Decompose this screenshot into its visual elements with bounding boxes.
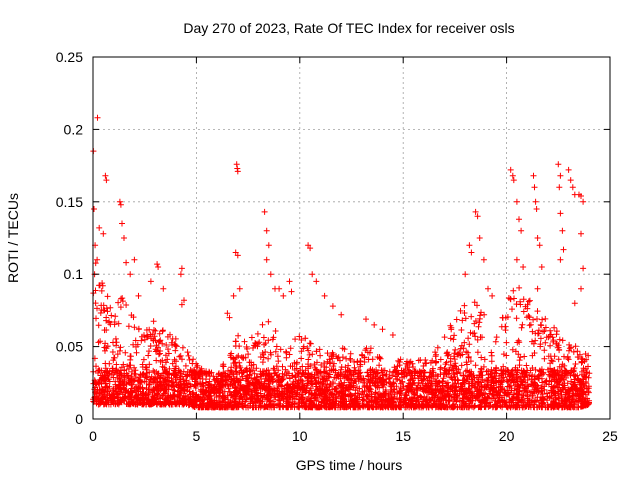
axis-ticks: 0 5 10 15 20 25 0 0.05 0.1 0.15 0.2 0.25 [56, 49, 618, 444]
y-tick-label: 0.15 [56, 194, 83, 210]
x-axis-label: GPS time / hours [296, 457, 403, 473]
y-axis-label: ROTI / TECUs [5, 193, 21, 283]
x-tick-label: 25 [602, 428, 618, 444]
y-tick-label: 0 [75, 411, 83, 427]
y-tick-label: 0.05 [56, 339, 83, 355]
data-points [90, 114, 593, 411]
roti-point-markers [90, 114, 593, 411]
chart-title: Day 270 of 2023, Rate Of TEC Index for r… [183, 20, 514, 36]
y-tick-label: 0.2 [64, 121, 84, 137]
y-tick-label: 0.1 [64, 266, 84, 282]
plot-frame [92, 56, 611, 420]
x-tick-label: 20 [499, 428, 515, 444]
x-tick-label: 0 [89, 428, 97, 444]
x-tick-label: 10 [292, 428, 308, 444]
grid-lines [93, 57, 610, 419]
y-tick-label: 0.25 [56, 49, 83, 65]
x-tick-label: 5 [193, 428, 201, 444]
x-tick-label: 15 [395, 428, 411, 444]
